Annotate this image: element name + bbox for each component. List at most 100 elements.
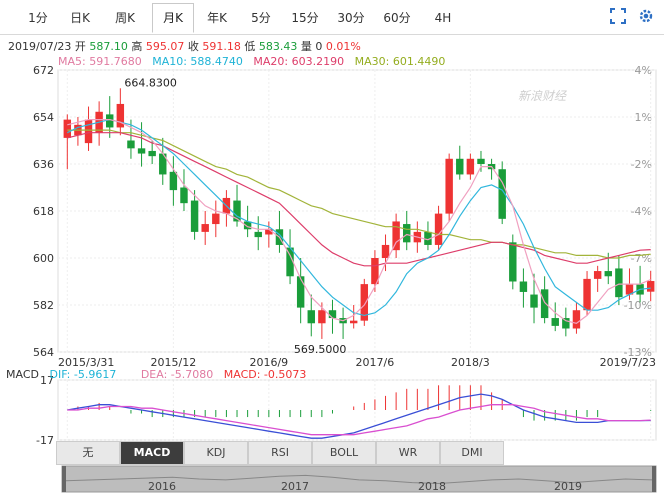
candle-body bbox=[169, 171, 178, 191]
open-label: 开 bbox=[74, 40, 86, 53]
candle-body bbox=[307, 310, 315, 324]
percent-tick-label: -10% bbox=[624, 299, 652, 312]
candle-body bbox=[562, 318, 570, 329]
candle-body bbox=[254, 231, 262, 238]
fullscreen-icon[interactable] bbox=[610, 8, 626, 24]
price-tick-label: 564 bbox=[33, 346, 54, 359]
percent-tick-label: 4% bbox=[635, 64, 652, 77]
candle-body bbox=[403, 224, 411, 243]
candle-body bbox=[180, 187, 188, 204]
indicator-tab-0[interactable]: 无 bbox=[56, 441, 120, 465]
candle-body bbox=[159, 153, 167, 175]
candle-body bbox=[212, 213, 220, 225]
ohlc-info-line: 2019/07/23 开 587.10 高 595.07 收 591.18 低 … bbox=[8, 38, 361, 54]
macd-tick-label: 17 bbox=[40, 374, 54, 387]
gear-icon[interactable] bbox=[638, 8, 654, 24]
percent-tick-label: -2% bbox=[631, 158, 652, 171]
candle-body bbox=[296, 276, 305, 308]
candle-body bbox=[137, 148, 146, 154]
candle-body bbox=[243, 221, 252, 230]
percent-tick-label: -13% bbox=[624, 346, 652, 359]
navigator-year-label: 2019 bbox=[554, 480, 582, 493]
tab-3[interactable]: 月K bbox=[152, 3, 194, 33]
low-label: 低 bbox=[244, 40, 256, 53]
candle-body bbox=[106, 114, 114, 128]
candle-body bbox=[371, 258, 379, 285]
watermark-logo: 新浪财经 bbox=[518, 89, 568, 103]
candle-body bbox=[646, 281, 655, 292]
min-price-annotation: 569.5000 bbox=[294, 343, 347, 356]
indicator-tab-6[interactable]: DMI bbox=[440, 441, 504, 465]
candle-body bbox=[540, 289, 549, 319]
dea-legend: DEA: -5.7080 bbox=[140, 368, 214, 381]
indicator-tab-4[interactable]: BOLL bbox=[312, 441, 376, 465]
candle-body bbox=[445, 158, 453, 214]
indicator-tab-3[interactable]: RSI bbox=[248, 441, 312, 465]
tab-1[interactable]: 日K bbox=[70, 11, 90, 25]
ma5-line bbox=[67, 118, 651, 324]
candle-body bbox=[498, 169, 506, 219]
ma5-legend: MA5: 591.7680 bbox=[58, 55, 142, 68]
candle-body bbox=[466, 158, 475, 175]
date-tick-label: 2015/3/31 bbox=[58, 356, 114, 369]
change-value: 0.01% bbox=[325, 40, 361, 53]
tab-0[interactable]: 1分 bbox=[28, 11, 48, 25]
candle-body bbox=[583, 278, 591, 311]
date-tick-label: 2016/9 bbox=[249, 356, 288, 369]
info-date: 2019/07/23 bbox=[8, 40, 72, 53]
macd-plot-frame bbox=[57, 379, 657, 441]
percent-tick-label: 1% bbox=[635, 111, 652, 124]
candle-body bbox=[477, 158, 485, 164]
tab-5[interactable]: 5分 bbox=[251, 11, 271, 25]
candle-body bbox=[424, 231, 432, 245]
tab-2[interactable]: 周K bbox=[115, 11, 135, 25]
candle-body bbox=[116, 103, 125, 128]
tab-4[interactable]: 年K bbox=[207, 11, 227, 25]
candle-body bbox=[127, 140, 135, 149]
tab-6[interactable]: 15分 bbox=[291, 11, 319, 25]
navigator-year-label: 2018 bbox=[418, 480, 446, 493]
candle-body bbox=[148, 150, 156, 157]
candle-body bbox=[530, 294, 538, 308]
macd-value: MACD: -0.5073 bbox=[223, 368, 307, 381]
navigator-left-handle bbox=[62, 466, 66, 492]
indicator-tab-2[interactable]: KDJ bbox=[184, 441, 248, 465]
candle-body bbox=[381, 244, 390, 258]
date-tick-label: 2015/12 bbox=[151, 356, 197, 369]
low-value: 583.43 bbox=[258, 40, 298, 53]
open-value: 587.10 bbox=[89, 40, 128, 53]
percent-tick-label: -4% bbox=[631, 205, 652, 218]
dea-line bbox=[67, 404, 651, 436]
volume-value: 0 bbox=[315, 40, 323, 53]
tab-8[interactable]: 60分 bbox=[383, 11, 411, 25]
date-tick-label: 2019/7/23 bbox=[600, 356, 656, 369]
indicator-tab-5[interactable]: WR bbox=[376, 441, 440, 465]
candle-body bbox=[328, 310, 337, 319]
date-tick-label: 2017/6 bbox=[356, 356, 395, 369]
candle-body bbox=[551, 318, 559, 326]
candle-body bbox=[434, 213, 443, 245]
navigator-line bbox=[65, 474, 653, 485]
tab-9[interactable]: 4H bbox=[434, 11, 452, 25]
candle-body bbox=[615, 268, 623, 298]
candle-body bbox=[233, 200, 241, 222]
macd-legend: MACD DIF: -5.9617 DEA: -5.7080 MACD: -0.… bbox=[6, 368, 306, 381]
volume-label: 量 bbox=[300, 40, 312, 53]
close-value: 591.18 bbox=[202, 40, 241, 53]
close-label: 收 bbox=[187, 40, 199, 53]
ma30-legend: MA30: 601.4490 bbox=[354, 55, 446, 68]
date-tick-label: 2018/3 bbox=[451, 356, 490, 369]
candle-body bbox=[265, 229, 273, 235]
indicator-tab-1[interactable]: MACD bbox=[120, 441, 184, 465]
navigator-year-label: 2016 bbox=[148, 480, 176, 493]
candle-body bbox=[201, 224, 209, 232]
candle-body bbox=[84, 119, 93, 144]
dif-line bbox=[67, 393, 651, 439]
candle-body bbox=[286, 247, 294, 277]
price-tick-label: 654 bbox=[33, 111, 54, 124]
ma30-line bbox=[67, 129, 651, 259]
price-tick-label: 618 bbox=[33, 205, 54, 218]
ma10-legend: MA10: 588.4740 bbox=[152, 55, 243, 68]
tab-7[interactable]: 30分 bbox=[337, 11, 365, 25]
